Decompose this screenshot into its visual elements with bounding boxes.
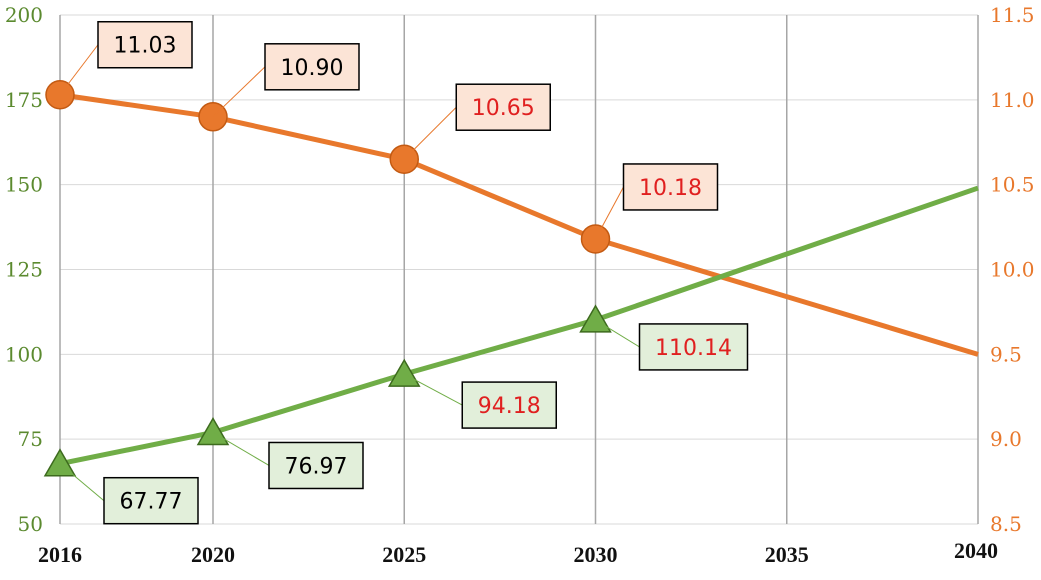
leader-line: [595, 186, 624, 240]
data-label: 67.77: [120, 490, 183, 515]
leader-line: [59, 44, 99, 96]
triangle-marker: [387, 358, 421, 387]
x-tick-label: 2016: [38, 542, 82, 567]
y-right-tick-label: 10.0: [990, 258, 1035, 282]
y-right-tick-label: 9.0: [990, 427, 1022, 451]
x-tick-label: 2030: [574, 542, 618, 567]
data-label-box: [461, 381, 557, 429]
data-label: 10.65: [472, 96, 535, 121]
triangle-marker: [43, 448, 77, 477]
x-tick-label: 2020: [191, 542, 235, 567]
y-left-tick-label: 175: [5, 88, 43, 112]
orange-series-line: [59, 92, 979, 357]
y-left-tick-label: 125: [5, 258, 43, 282]
x-tick-label: 2025: [382, 542, 426, 567]
data-label-box: [268, 441, 364, 490]
x-tick-label: 2035: [765, 542, 809, 567]
y-right-tick-label: 11.0: [990, 88, 1035, 112]
y-right-tick-label: 8.5: [990, 512, 1022, 536]
y-right-tick-label: 9.5: [990, 342, 1022, 366]
data-label-box: [638, 323, 749, 371]
data-label: 94.18: [478, 394, 541, 419]
data-label: 11.03: [114, 34, 177, 59]
data-labels: 11.03 10.90 10.65 10.18 67.77 76.97 94.18 110.1…: [59, 20, 749, 525]
y-left-tick-label: 200: [5, 3, 43, 27]
leader-line: [403, 106, 457, 160]
y-right-tick-label: 11.5: [990, 3, 1035, 27]
data-label-box: [622, 163, 719, 211]
leader-line: [404, 373, 463, 406]
data-label: 110.14: [655, 336, 732, 361]
data-label: 10.90: [281, 56, 344, 81]
data-label-box: [97, 20, 193, 69]
x-tick-label: 2040: [954, 538, 998, 563]
y-left-tick-label: 100: [5, 342, 43, 366]
leader-line: [595, 319, 640, 348]
y-right-tick-label: 10.5: [990, 173, 1035, 197]
leader-line: [212, 432, 270, 466]
data-label-box: [103, 476, 199, 525]
leader-line: [59, 463, 105, 502]
data-label: 76.97: [285, 454, 348, 479]
data-label: 10.18: [639, 176, 702, 201]
triangle-marker: [579, 304, 612, 333]
axes: 50 75 100 125 150 175 200 8.5 9.0 9.5 10.0 10.5 11.0…: [5, 3, 1035, 567]
triangle-marker: [196, 416, 230, 446]
y-left-tick-label: 50: [18, 512, 43, 536]
y-left-tick-label: 75: [18, 427, 43, 451]
leader-line: [212, 66, 266, 118]
data-label-box: [264, 43, 360, 91]
y-left-tick-label: 150: [5, 173, 43, 197]
data-label-box: [455, 83, 551, 131]
